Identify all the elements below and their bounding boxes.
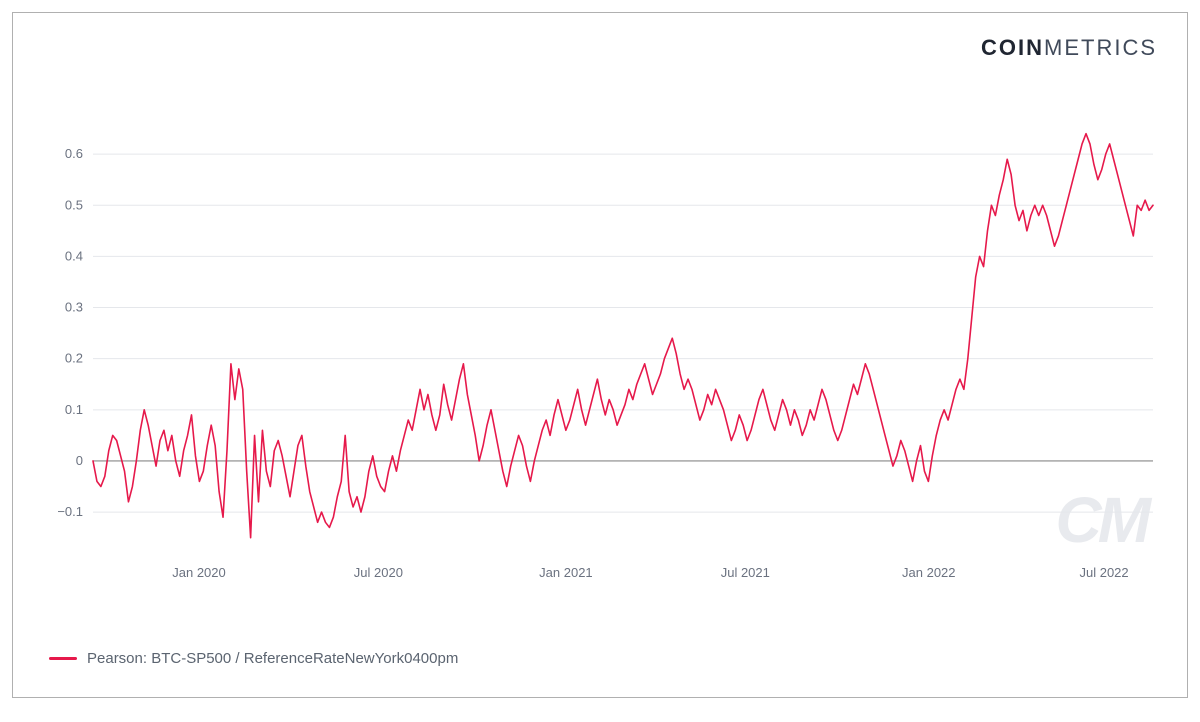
svg-text:0.5: 0.5 xyxy=(65,197,83,212)
svg-text:Jan 2021: Jan 2021 xyxy=(539,565,593,580)
svg-text:0.4: 0.4 xyxy=(65,248,83,263)
svg-text:0.1: 0.1 xyxy=(65,402,83,417)
svg-text:0.3: 0.3 xyxy=(65,300,83,315)
svg-text:Jul 2020: Jul 2020 xyxy=(354,565,403,580)
brand-logo: COINMETRICS xyxy=(981,35,1157,61)
brand-part1: COIN xyxy=(981,35,1044,60)
svg-text:0: 0 xyxy=(76,453,83,468)
line-chart: −0.1 0 0.1 0.2 0.3 0.4 0.5 0.6 Jan 2020 Jul 2020 J… xyxy=(53,93,1163,593)
svg-text:Jul 2021: Jul 2021 xyxy=(721,565,770,580)
svg-text:Jul 2022: Jul 2022 xyxy=(1079,565,1128,580)
svg-text:0.2: 0.2 xyxy=(65,351,83,366)
svg-text:Jan 2020: Jan 2020 xyxy=(172,565,226,580)
svg-text:Jan 2022: Jan 2022 xyxy=(902,565,956,580)
svg-text:−0.1: −0.1 xyxy=(57,504,83,519)
chart-frame: COINMETRICS CM −0.100.10.20.30.40.50.6Ja… xyxy=(12,12,1188,698)
plot-area: −0.1 0 0.1 0.2 0.3 0.4 0.5 0.6 Jan 2020 Jul 2020 J… xyxy=(53,93,1163,593)
legend: Pearson: BTC-SP500 / ReferenceRateNewYor… xyxy=(49,650,458,667)
legend-label: Pearson: BTC-SP500 / ReferenceRateNewYor… xyxy=(87,650,458,667)
svg-text:0.6: 0.6 xyxy=(65,146,83,161)
brand-part2: METRICS xyxy=(1044,35,1157,60)
legend-swatch xyxy=(49,657,77,660)
